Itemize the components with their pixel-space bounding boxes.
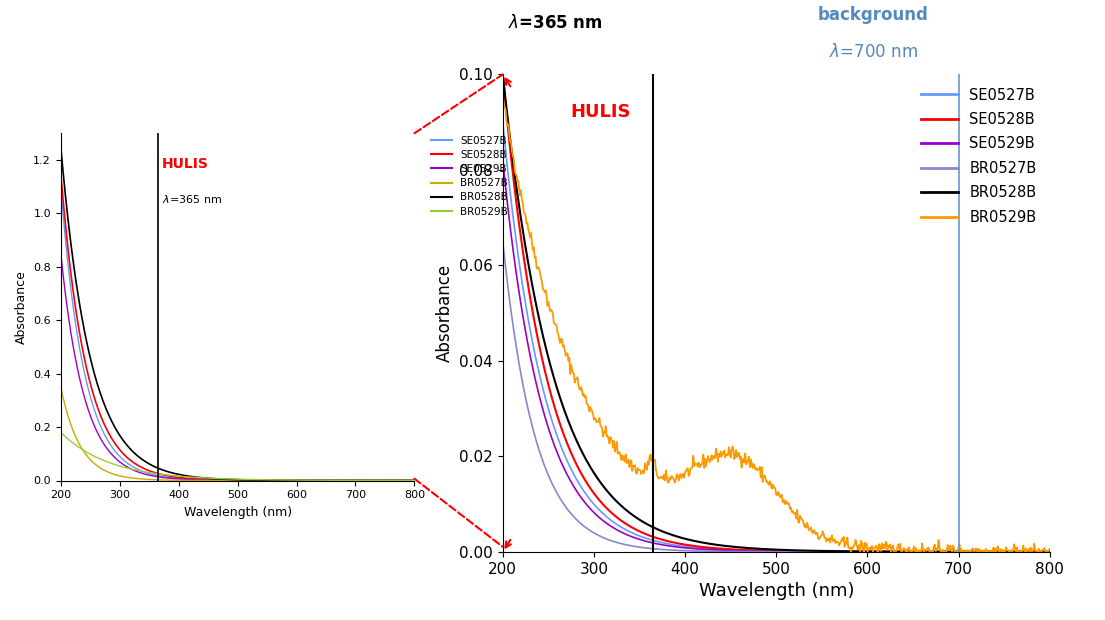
Text: $\lambda$=700 nm: $\lambda$=700 nm <box>829 43 917 61</box>
Text: $\lambda$=365 nm: $\lambda$=365 nm <box>162 193 222 205</box>
X-axis label: Wavelength (nm): Wavelength (nm) <box>698 582 854 600</box>
Text: HULIS: HULIS <box>570 104 630 122</box>
Legend: SE0527B, SE0528B, SE0529B, BR0527B, BR0528B, BR0529B: SE0527B, SE0528B, SE0529B, BR0527B, BR05… <box>427 131 512 221</box>
Legend: SE0527B, SE0528B, SE0529B, BR0527B, BR0528B, BR0529B: SE0527B, SE0528B, SE0529B, BR0527B, BR05… <box>915 82 1042 231</box>
Y-axis label: Absorbance: Absorbance <box>14 270 28 344</box>
Text: $\lambda$=365 nm: $\lambda$=365 nm <box>508 14 603 32</box>
Text: background: background <box>818 6 928 24</box>
Text: HULIS: HULIS <box>162 157 209 171</box>
Y-axis label: Absorbance: Absorbance <box>435 264 454 362</box>
X-axis label: Wavelength (nm): Wavelength (nm) <box>183 506 292 519</box>
